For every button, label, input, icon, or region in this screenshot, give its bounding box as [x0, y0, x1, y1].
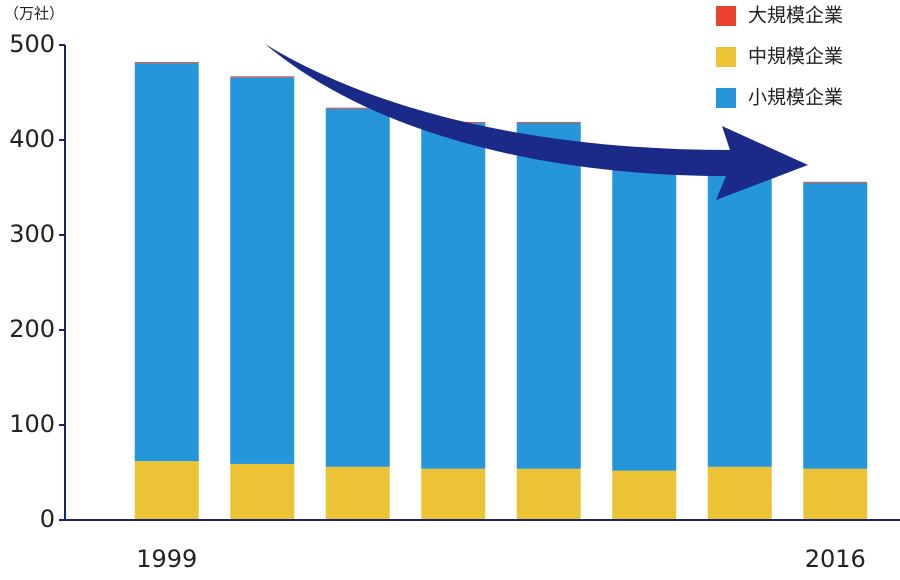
legend-label: 小規模企業	[748, 87, 843, 109]
bar-segment	[707, 158, 772, 467]
bar-segment	[325, 466, 390, 520]
bar-segment	[325, 107, 390, 109]
bar-segment	[516, 121, 581, 123]
bar-segment	[612, 153, 677, 471]
bar-segment	[803, 182, 868, 469]
y-tick-label: 500	[9, 30, 55, 58]
y-tick-label: 100	[9, 410, 55, 438]
y-tick-label: 200	[9, 315, 55, 343]
y-tick-label: 0	[40, 505, 55, 533]
bar-segment	[516, 468, 581, 520]
legend-label: 中規模企業	[748, 46, 843, 68]
bar-segment	[612, 470, 677, 520]
bar-segment	[325, 108, 390, 467]
bar-segment	[421, 468, 486, 520]
bar-segment	[421, 122, 486, 469]
bar-segment	[134, 63, 199, 462]
bar-segment	[230, 77, 295, 464]
legend-label: 大規模企業	[748, 5, 843, 27]
legend-swatch	[716, 47, 736, 67]
bar-segment	[230, 76, 295, 78]
bar-segment	[516, 122, 581, 469]
bar-segment	[803, 181, 868, 183]
x-tick-label: 2016	[805, 545, 866, 573]
bar-segment	[134, 461, 199, 520]
bar-segment	[803, 468, 868, 520]
bar-segment	[134, 62, 199, 64]
bar-segment	[707, 466, 772, 520]
y-axis-label: （万社）	[4, 5, 64, 23]
legend-swatch	[716, 88, 736, 108]
legend-swatch	[716, 6, 736, 26]
bar-segment	[230, 463, 295, 520]
x-tick-label: 1999	[136, 545, 197, 573]
y-tick-label: 300	[9, 220, 55, 248]
y-tick-label: 400	[9, 125, 55, 153]
trend-arrow	[265, 44, 808, 200]
